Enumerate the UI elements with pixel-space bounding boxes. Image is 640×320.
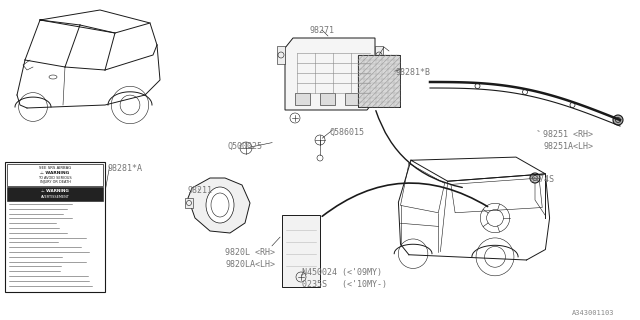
- Bar: [375, 46, 383, 64]
- Polygon shape: [188, 178, 250, 233]
- Text: 98271: 98271: [310, 26, 335, 35]
- Text: Q500025: Q500025: [228, 142, 263, 151]
- Text: A343001103: A343001103: [572, 310, 614, 316]
- Bar: [320, 93, 335, 105]
- Bar: [345, 93, 363, 105]
- Bar: [277, 46, 285, 64]
- Text: 98281*B: 98281*B: [395, 68, 430, 77]
- Text: ⚠ WARNING: ⚠ WARNING: [40, 171, 70, 175]
- Text: ⚠ WARNING: ⚠ WARNING: [41, 189, 69, 193]
- Bar: [7, 164, 103, 186]
- Bar: [5, 162, 105, 292]
- Bar: [358, 55, 400, 107]
- Bar: [185, 198, 193, 208]
- Polygon shape: [285, 38, 375, 110]
- Text: 9820LA<LH>: 9820LA<LH>: [225, 260, 275, 269]
- Text: INJURY OR DEATH: INJURY OR DEATH: [40, 180, 70, 184]
- Text: 98281*A: 98281*A: [108, 164, 143, 173]
- Text: AVERTISSEMENT: AVERTISSEMENT: [40, 195, 69, 199]
- Ellipse shape: [206, 187, 234, 223]
- Text: Q586015: Q586015: [330, 128, 365, 137]
- Text: 0474S: 0474S: [530, 175, 555, 184]
- Text: SEE SRS AIRBAG: SEE SRS AIRBAG: [39, 166, 71, 170]
- Bar: [282, 215, 320, 287]
- Bar: [295, 93, 310, 105]
- Text: 0235S   (<'10MY-): 0235S (<'10MY-): [302, 280, 387, 289]
- Text: 98211: 98211: [187, 186, 212, 195]
- Text: 9820L <RH>: 9820L <RH>: [225, 248, 275, 257]
- Text: TO AVOID SERIOUS: TO AVOID SERIOUS: [38, 176, 72, 180]
- Circle shape: [613, 115, 623, 125]
- Circle shape: [530, 173, 540, 183]
- Text: 98251 <RH>: 98251 <RH>: [543, 130, 593, 139]
- Bar: [7, 187, 103, 201]
- Text: 98251A<LH>: 98251A<LH>: [543, 142, 593, 151]
- Text: N450024 (<'09MY): N450024 (<'09MY): [302, 268, 382, 277]
